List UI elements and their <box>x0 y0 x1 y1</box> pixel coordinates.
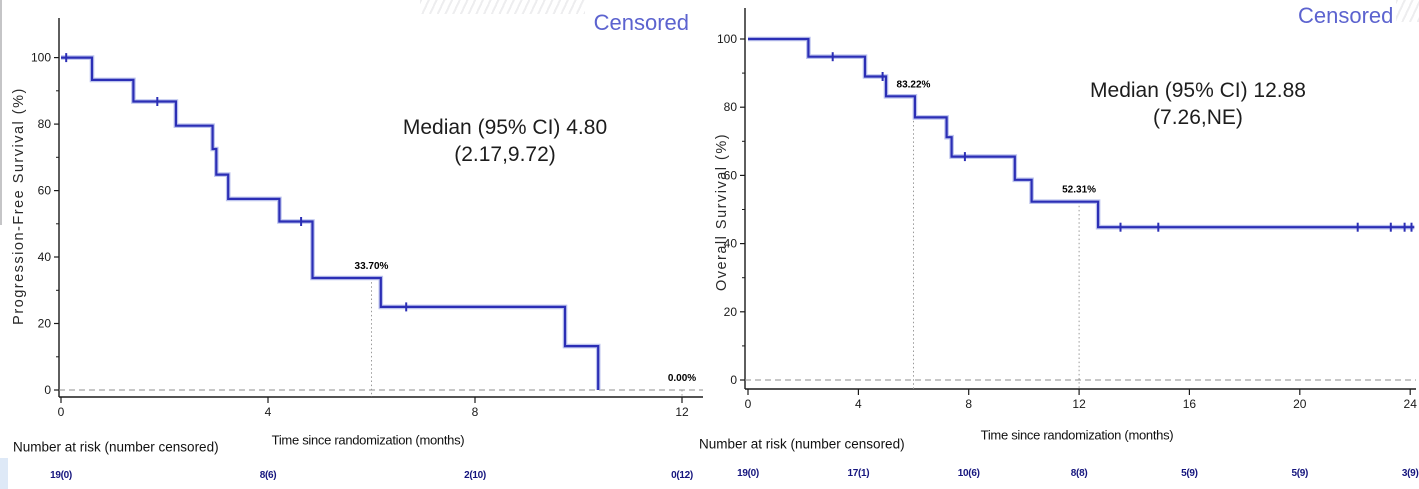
os-refline-label: 83.22% <box>897 79 931 90</box>
pfs-x-tick-label: 12 <box>675 405 689 419</box>
pfs-y-tick-label: 60 <box>38 184 52 198</box>
os-km-curve <box>748 37 1415 229</box>
os-risk-value: 17(1) <box>847 468 869 479</box>
pfs-y-axis-title: Progression-Free Survival (%) <box>11 87 27 325</box>
os-x-tick-label: 0 <box>745 397 752 411</box>
os-median-line2: (7.26,NE) <box>1153 106 1243 129</box>
pfs-x-axis-title: Time since randomization (months) <box>271 432 465 448</box>
pfs-x-tick-label: 8 <box>472 405 479 419</box>
os-risk-value: 10(6) <box>958 468 980 479</box>
pfs-median-line2: (2.17,9.72) <box>454 143 556 166</box>
os-x-tick-label: 4 <box>855 397 862 411</box>
pfs-risk-value: 0(12) <box>671 470 693 481</box>
os-y-axis-title: Overall Survival (%) <box>714 132 730 292</box>
left-edge-artifact <box>0 0 2 225</box>
hatch-artifact-top-right <box>1396 0 1419 22</box>
pfs-median-line1: Median (95% CI) 4.80 <box>402 116 608 139</box>
os-risk-value: 5(9) <box>1181 468 1198 479</box>
os-risk-value: 8(8) <box>1071 468 1088 479</box>
os-x-tick-label: 16 <box>1183 397 1197 411</box>
os-x-tick-label: 24 <box>1404 397 1418 411</box>
os-refline-label: 52.31% <box>1062 185 1096 196</box>
os-x-tick-label: 8 <box>965 397 972 411</box>
os-km-curve-halo <box>748 36 1415 230</box>
pfs-axes <box>58 18 703 398</box>
pfs-risk-value: 8(6) <box>260 470 277 481</box>
pfs-median-annotation: Median (95% CI) 4.80 (2.17,9.72) <box>403 114 607 168</box>
os-x-tick-label: 20 <box>1293 397 1307 411</box>
os-x-tick-label: 12 <box>1072 397 1086 411</box>
pfs-risk-value: 2(10) <box>464 470 486 481</box>
pfs-y-tick-label: 80 <box>38 117 52 131</box>
os-y-tick-label: 100 <box>717 32 737 46</box>
os-censored-legend: Censored <box>1298 3 1394 28</box>
pfs-refline-label: 33.70% <box>355 261 389 272</box>
pfs-y-tick-label: 40 <box>38 250 52 264</box>
os-axes <box>744 8 1416 390</box>
pfs-number-at-risk-label: Number at risk (number censored) <box>13 439 219 455</box>
os-risk-value: 5(9) <box>1292 468 1309 479</box>
pfs-refline-label: 0.00% <box>668 373 696 384</box>
pfs-km-curve-halo <box>61 55 601 390</box>
os-risk-value: 3(9) <box>1402 468 1419 479</box>
os-number-at-risk-label: Number at risk (number censored) <box>699 436 905 452</box>
pfs-y-tick-label: 20 <box>38 317 52 331</box>
pfs-x-tick-label: 4 <box>265 405 272 419</box>
pfs-risk-value: 19(0) <box>50 470 72 481</box>
os-y-tick-label: 80 <box>724 100 738 114</box>
os-median-line1: Median (95% CI) 12.88 <box>1090 79 1306 102</box>
pfs-y-tick-label: 0 <box>44 383 51 397</box>
hatch-artifact-top-center <box>420 0 585 14</box>
os-y-tick-label: 0 <box>730 373 737 387</box>
pfs-x-tick-label: 0 <box>58 405 65 419</box>
pfs-y-tick-label: 100 <box>31 51 51 65</box>
bottom-left-artifact <box>0 458 8 489</box>
os-y-tick-label: 40 <box>724 237 738 251</box>
os-y-tick-label: 60 <box>724 168 738 182</box>
os-y-tick-label: 20 <box>724 305 738 319</box>
pfs-censored-legend: Censored <box>593 10 689 35</box>
pfs-km-curve <box>61 56 600 390</box>
os-median-annotation: Median (95% CI) 12.88 (7.26,NE) <box>1090 77 1306 131</box>
os-risk-value: 19(0) <box>737 468 759 479</box>
os-x-axis-title: Time since randomization (months) <box>980 427 1174 443</box>
